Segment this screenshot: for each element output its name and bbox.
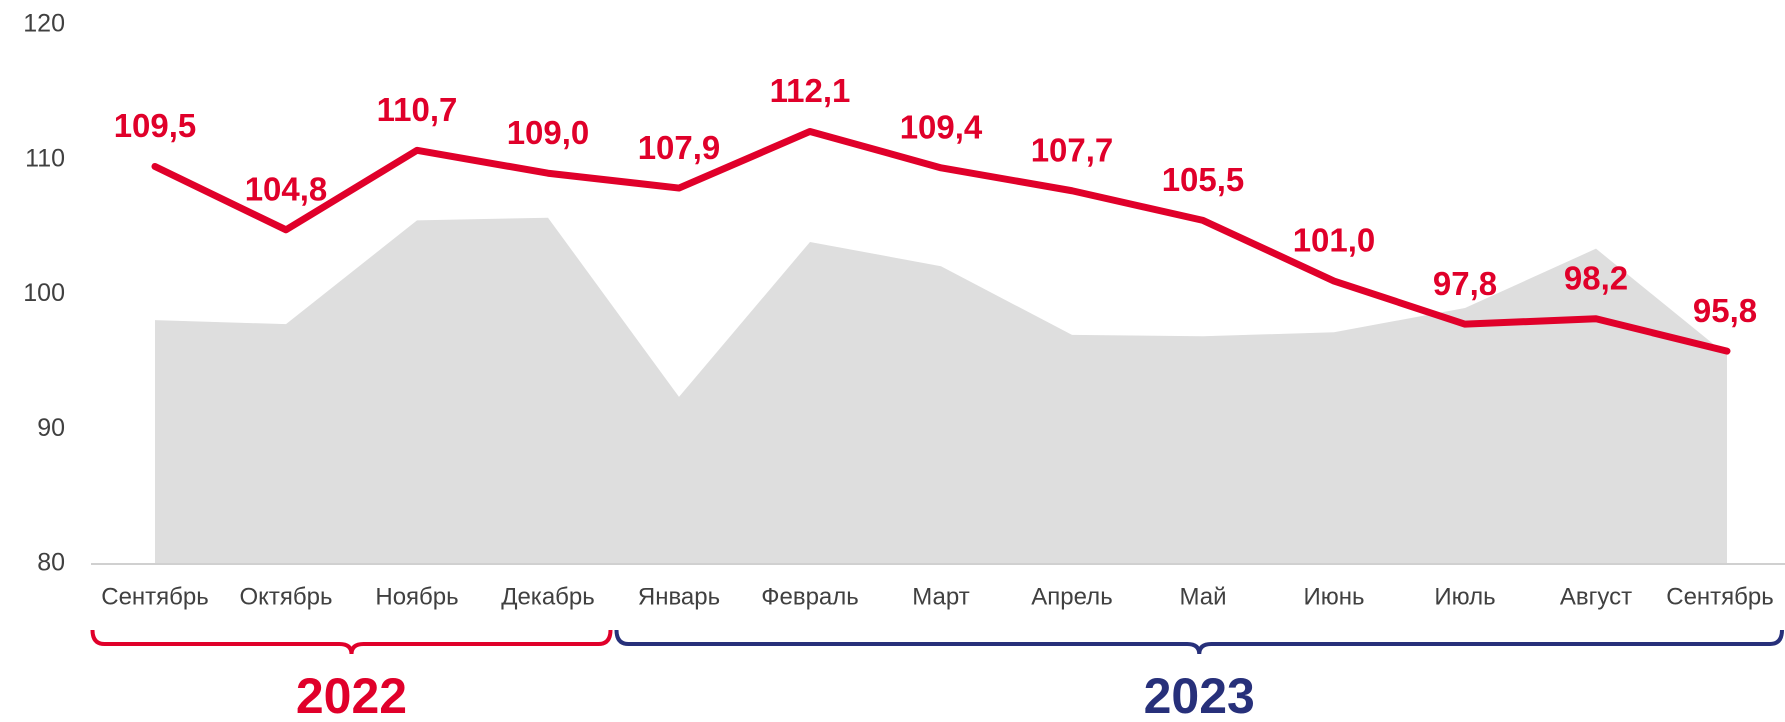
- x-tick-label: Февраль: [761, 583, 859, 610]
- value-label: 107,7: [1031, 131, 1114, 168]
- area: [155, 217, 1727, 564]
- y-tick-label: 90: [37, 414, 65, 442]
- x-tick-label: Май: [1179, 583, 1226, 610]
- value-label: 107,9: [638, 129, 721, 166]
- year-bracket: [614, 629, 1784, 655]
- x-tick-label: Март: [912, 583, 969, 610]
- line: [151, 127, 1731, 355]
- x-tick-label: Август: [1560, 583, 1632, 610]
- value-label: 95,8: [1693, 292, 1757, 329]
- value-label: 97,8: [1433, 265, 1497, 302]
- x-tick-label: Ноябрь: [375, 583, 458, 610]
- year-bracket: [90, 629, 613, 655]
- year-label: 2022: [296, 668, 407, 722]
- x-tick-label: Апрель: [1031, 583, 1112, 610]
- value-label: 110,7: [377, 91, 458, 128]
- year-label: 2023: [1144, 668, 1255, 722]
- y-tick-label: 100: [23, 279, 65, 307]
- x-tick-label: Январь: [638, 583, 720, 610]
- y-tick-label: 80: [37, 549, 65, 577]
- value-label: 101,0: [1293, 222, 1376, 259]
- value-label: 109,4: [900, 109, 983, 146]
- value-label: 109,5: [114, 107, 197, 144]
- x-tick-label: Октябрь: [239, 583, 332, 610]
- x-tick-label: Июль: [1434, 583, 1495, 610]
- value-label: 98,2: [1564, 259, 1628, 296]
- x-tick-label: Декабрь: [501, 583, 595, 610]
- value-label: 112,1: [770, 72, 851, 109]
- x-tick-label: Сентябрь: [1666, 583, 1774, 610]
- x-tick-label: Сентябрь: [101, 583, 209, 610]
- value-label: 104,8: [245, 171, 328, 208]
- y-tick-label: 120: [23, 10, 65, 38]
- x-tick-label: Июнь: [1303, 583, 1364, 610]
- value-label: 105,5: [1162, 161, 1245, 198]
- value-label: 109,0: [507, 114, 590, 151]
- y-tick-label: 110: [25, 144, 65, 172]
